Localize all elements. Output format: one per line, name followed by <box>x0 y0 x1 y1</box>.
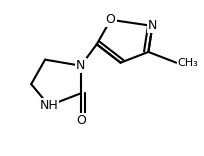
Text: O: O <box>106 13 116 26</box>
Text: N: N <box>148 19 157 32</box>
Text: O: O <box>76 114 86 127</box>
Text: CH₃: CH₃ <box>177 58 198 68</box>
Text: NH: NH <box>40 99 58 112</box>
Text: N: N <box>76 59 85 72</box>
